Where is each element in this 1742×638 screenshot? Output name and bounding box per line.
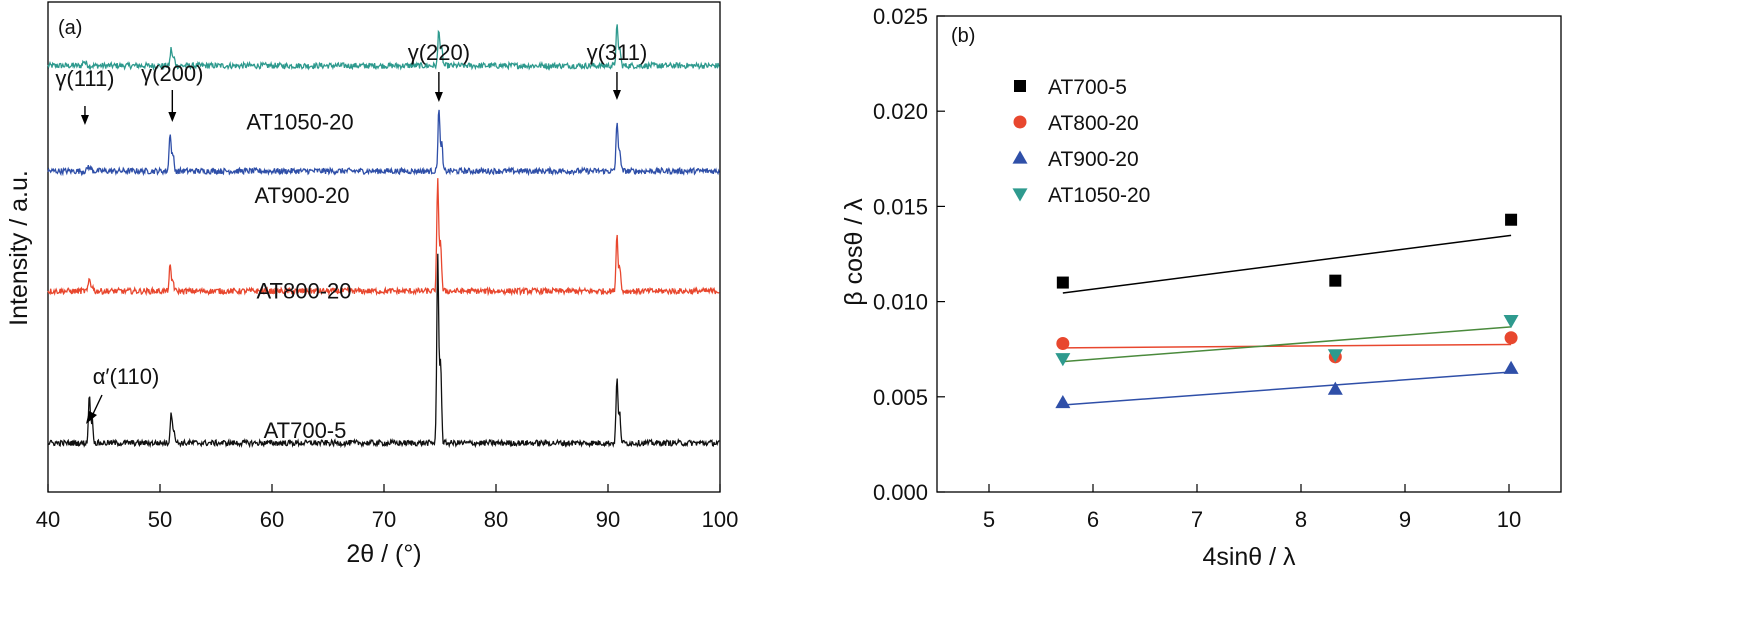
- panel-b-point-at900-20: [1327, 381, 1343, 395]
- panel-b-legend-label-at800-20: AT800-20: [1048, 112, 1139, 135]
- panel-b-fit-line-at1050-20: [1062, 326, 1512, 363]
- panel-b-y-tick-label: 0.000: [873, 480, 928, 505]
- panel-b-y-tick-label: 0.010: [873, 290, 928, 315]
- panel-b-legend-label-at700-5: AT700-5: [1048, 76, 1127, 99]
- panel-a-peak-arrowhead: [434, 92, 443, 102]
- panel-a-x-tick-label: 90: [596, 507, 620, 532]
- panel-b-legend-label-at1050-20: AT1050-20: [1048, 184, 1150, 207]
- panel-a-peak-arrowhead: [168, 112, 177, 122]
- panel-a-x-axis: 40 50 60 70 80 90 100: [36, 484, 739, 532]
- panel-a-curve-label-at700-5: AT700-5: [264, 418, 347, 443]
- panel-b-x-axis-title: 4sinθ / λ: [1202, 543, 1296, 571]
- panel-a-curve-at700-5: [47, 253, 720, 449]
- panel-b-point-at700-5: [1505, 213, 1518, 226]
- panel-a-x-tick-label: 80: [484, 507, 508, 532]
- panel-a-x-tick-label: 100: [702, 507, 739, 532]
- panel-b-fit-line-at800-20: [1062, 343, 1512, 349]
- panel-b-y-axis-title: β cosθ / λ: [840, 198, 868, 306]
- panel-a-curve-at900-20: [47, 109, 720, 177]
- panel-b-x-tick-label: 7: [1191, 507, 1203, 532]
- panel-a-curve-at800-20: [47, 178, 720, 297]
- panel-b-point-at900-20: [1055, 395, 1071, 409]
- panel-b-point-at900-20: [1503, 360, 1519, 374]
- panel-b-point-at1050-20: [1327, 349, 1343, 363]
- panel-b-y-tick-label: 0.025: [873, 4, 928, 29]
- panel-b-williamson-hall-chart: (b) 5 6 7 8 9 10 0.0000.0050.0100.0150.0200.0…: [840, 4, 1562, 571]
- panel-a-x-tick-label: 50: [148, 507, 172, 532]
- panel-b-x-axis: 5 6 7 8 9 10: [983, 484, 1521, 532]
- panel-a-curve-label-at800-20: AT800-20: [257, 278, 352, 303]
- panel-b-y-tick-label: 0.020: [873, 99, 928, 124]
- panel-a-curve-at1050-20: [47, 24, 720, 72]
- panel-a-series: AT1050-20 AT900-20 AT800-20 AT700-5: [47, 24, 720, 449]
- panel-a-x-tick-label: 60: [260, 507, 284, 532]
- panel-b-label: (b): [951, 25, 975, 47]
- panel-b-x-tick-label: 10: [1497, 507, 1521, 532]
- panel-a-y-axis-title: Intensity / a.u.: [5, 170, 33, 326]
- panel-b-point-at800-20: [1504, 331, 1518, 345]
- panel-b-y-tick-label: 0.015: [873, 194, 928, 219]
- panel-b-fit-lines: [1062, 234, 1512, 406]
- panel-b-x-tick-label: 9: [1399, 507, 1411, 532]
- panel-a-peak-label: γ(220): [408, 40, 470, 65]
- panel-a-peak-arrowhead: [80, 115, 89, 125]
- panel-a-peak-arrow: [92, 394, 103, 415]
- panel-b-legend-marker-at1050-20: [1012, 188, 1028, 202]
- panel-a-peak-label: γ(200): [141, 61, 203, 86]
- panel-b-plot-frame: [936, 15, 1562, 493]
- panel-b-y-axis: 0.000 0.005 0.010 0.015 0.020 0.025: [873, 4, 945, 505]
- panel-b-fit-line-at900-20: [1062, 371, 1512, 406]
- panel-a-curve-label-at1050-20: AT1050-20: [246, 109, 353, 134]
- panel-a-peak-label: γ(111): [55, 66, 114, 91]
- panel-b-legend-label-at900-20: AT900-20: [1048, 148, 1139, 171]
- panel-a-xrd-chart: (a) 40 50 60 70 80 90 100 AT1050-20 AT900-20 AT8…: [5, 1, 739, 568]
- panel-b-fit-line-at700-5: [1062, 234, 1512, 294]
- panel-b-data-points: [1055, 213, 1519, 409]
- panel-b-legend: AT700-5 AT800-20 AT900-20 AT1050-20: [1012, 76, 1150, 207]
- panel-b-point-at700-5: [1329, 274, 1342, 287]
- panel-b-legend-marker-at700-5: [1014, 80, 1026, 92]
- panel-b-point-at1050-20: [1503, 315, 1519, 329]
- panel-a-x-tick-label: 70: [372, 507, 396, 532]
- panel-a-label: (a): [58, 17, 82, 39]
- panel-b-x-tick-label: 6: [1087, 507, 1099, 532]
- panel-b-x-tick-label: 5: [983, 507, 995, 532]
- panel-b-x-tick-label: 8: [1295, 507, 1307, 532]
- panel-b-point-at700-5: [1056, 276, 1069, 289]
- panel-a-peak-arrowhead: [612, 90, 621, 100]
- panel-a-peak-label: γ(311): [587, 40, 648, 65]
- panel-a-x-tick-label: 40: [36, 507, 60, 532]
- panel-a-peak-arrowhead: [86, 411, 97, 424]
- panel-b-y-tick-label: 0.005: [873, 385, 928, 410]
- panel-b-point-at1050-20: [1055, 353, 1071, 367]
- panel-a-peak-label: α′(110): [93, 364, 160, 389]
- panel-a-peak-annotations: γ(111) γ(200) γ(220) γ(311) α′(110): [55, 40, 647, 424]
- panel-b-legend-marker-at900-20: [1012, 150, 1028, 164]
- panel-b-legend-marker-at800-20: [1013, 115, 1027, 129]
- panel-a-x-axis-title: 2θ / (°): [346, 540, 421, 568]
- panel-a-curve-label-at900-20: AT900-20: [255, 183, 350, 208]
- panel-b-point-at800-20: [1056, 336, 1070, 350]
